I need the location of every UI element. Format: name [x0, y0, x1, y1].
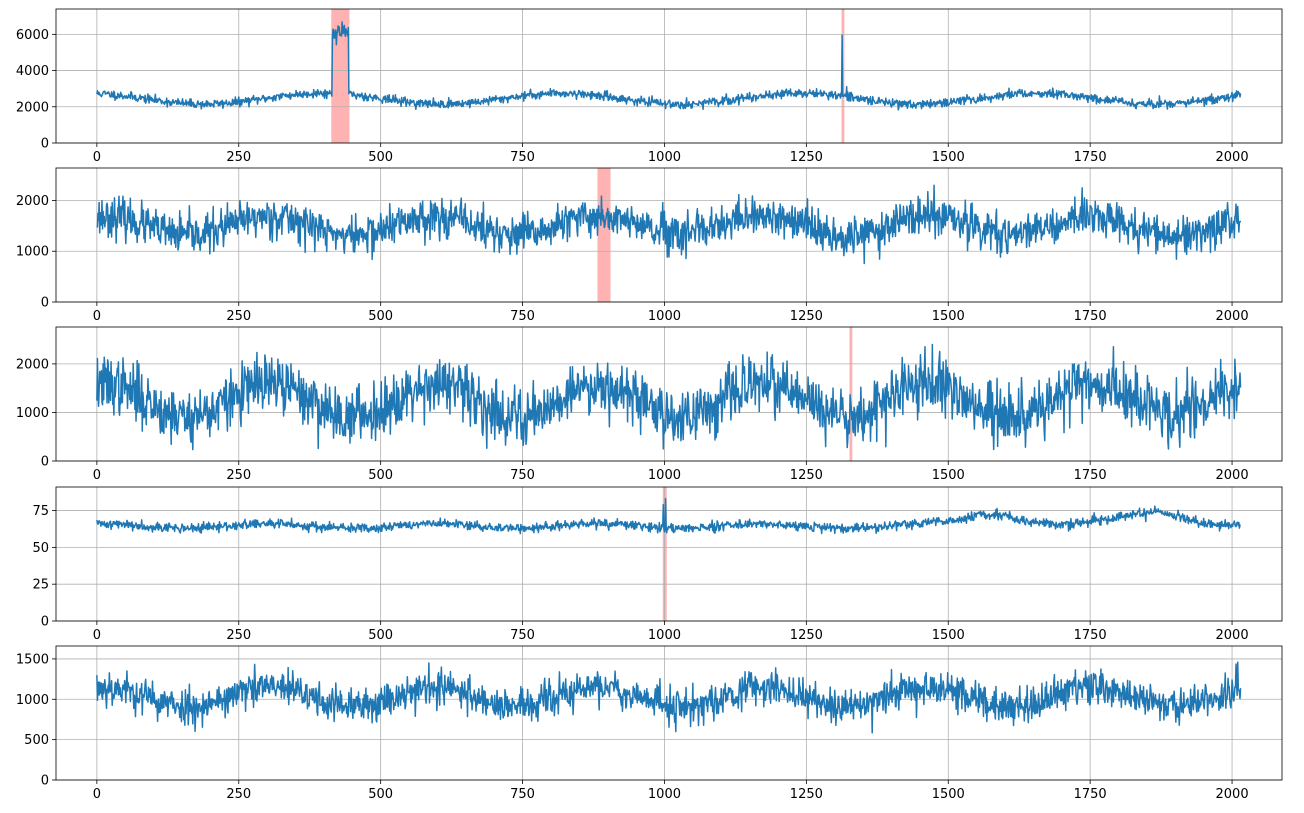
x-tick-label: 250 — [226, 150, 251, 165]
subplot-5: 0 250 500 750 1000 1250 1500 1750 2000 0 500 1000 15… — [16, 645, 1283, 802]
x-tick-label: 1750 — [1074, 787, 1107, 802]
y-tick-label: 2000 — [16, 100, 49, 115]
plot-frame — [55, 167, 1283, 303]
x-tick-label: 2000 — [1216, 309, 1249, 324]
y-tick-label: 0 — [41, 455, 49, 470]
y-tick-label: 6000 — [16, 28, 49, 43]
y-tick-label: 0 — [41, 137, 49, 152]
y-tick-label: 1500 — [16, 652, 49, 667]
y-tick-label: 1000 — [16, 245, 49, 260]
x-tick-label: 500 — [368, 150, 393, 165]
x-tick-label: 500 — [368, 628, 393, 643]
x-tick-label: 1250 — [790, 628, 823, 643]
x-tick-label: 1000 — [648, 468, 681, 483]
x-tick-label: 500 — [368, 787, 393, 802]
x-tick-label: 750 — [510, 787, 535, 802]
anomaly-region-1 — [849, 327, 853, 461]
y-tick-label: 50 — [32, 541, 49, 556]
x-tick-label: 750 — [510, 309, 535, 324]
x-tick-label: 0 — [93, 787, 101, 802]
plot-frame — [55, 8, 1283, 144]
x-tick-label: 2000 — [1216, 150, 1249, 165]
x-tick-label: 0 — [93, 150, 101, 165]
x-tick-label: 1250 — [790, 309, 823, 324]
y-tick-label: 4000 — [16, 64, 49, 79]
x-tick-label: 1750 — [1074, 468, 1107, 483]
x-tick-label: 1250 — [790, 468, 823, 483]
x-tick-label: 750 — [510, 468, 535, 483]
x-tick-label: 1000 — [648, 309, 681, 324]
x-tick-label: 2000 — [1216, 468, 1249, 483]
x-tick-label: 250 — [226, 628, 251, 643]
plot-frame — [55, 486, 1283, 622]
x-tick-label: 1750 — [1074, 150, 1107, 165]
subplot-1: 0 250 500 750 1000 1250 1500 1750 2000 0 2000 4000 6… — [16, 8, 1283, 165]
x-tick-label: 1000 — [648, 150, 681, 165]
y-tick-label: 1000 — [16, 406, 49, 421]
y-tick-label: 0 — [41, 615, 49, 630]
y-tick-label: 0 — [41, 296, 49, 311]
x-tick-label: 250 — [226, 787, 251, 802]
y-tick-label: 2000 — [16, 194, 49, 209]
series-line-1 — [96, 21, 1242, 111]
x-tick-label: 250 — [226, 468, 251, 483]
x-tick-label: 750 — [510, 628, 535, 643]
y-tick-label: 0 — [41, 774, 49, 789]
y-tick-label: 25 — [32, 578, 49, 593]
x-tick-label: 250 — [226, 309, 251, 324]
series-line-1 — [96, 498, 1241, 535]
x-tick-label: 2000 — [1216, 787, 1249, 802]
plot-frame — [55, 326, 1283, 462]
y-tick-label: 500 — [24, 733, 49, 748]
x-tick-label: 0 — [93, 309, 101, 324]
x-tick-label: 1000 — [648, 787, 681, 802]
x-tick-label: 1750 — [1074, 309, 1107, 324]
subplot-4: 0 250 500 750 1000 1250 1500 1750 2000 0 25 50 75 — [32, 486, 1283, 643]
x-tick-label: 2000 — [1216, 628, 1249, 643]
series-line-1 — [96, 343, 1242, 451]
x-tick-label: 1500 — [932, 468, 965, 483]
x-tick-label: 500 — [368, 468, 393, 483]
series-line-1 — [96, 661, 1242, 734]
x-tick-label: 0 — [93, 628, 101, 643]
plot-frame — [55, 645, 1283, 781]
x-tick-label: 1750 — [1074, 628, 1107, 643]
x-tick-label: 0 — [93, 468, 101, 483]
x-tick-label: 1000 — [648, 628, 681, 643]
y-tick-label: 2000 — [16, 357, 49, 372]
y-tick-label: 1000 — [16, 693, 49, 708]
x-tick-label: 1250 — [790, 150, 823, 165]
y-tick-label: 75 — [32, 504, 49, 519]
subplot-3: 0 250 500 750 1000 1250 1500 1750 2000 0 1000 2000 — [16, 326, 1283, 483]
x-tick-label: 1500 — [932, 309, 965, 324]
series-line-1 — [96, 184, 1242, 265]
subplot-2: 0 250 500 750 1000 1250 1500 1750 2000 0 1000 2000 — [16, 167, 1283, 324]
x-tick-label: 750 — [510, 150, 535, 165]
x-tick-label: 1500 — [932, 150, 965, 165]
anomaly-region-1 — [597, 168, 611, 302]
x-tick-label: 500 — [368, 309, 393, 324]
x-tick-label: 1250 — [790, 787, 823, 802]
x-tick-label: 1500 — [932, 787, 965, 802]
x-tick-label: 1500 — [932, 628, 965, 643]
